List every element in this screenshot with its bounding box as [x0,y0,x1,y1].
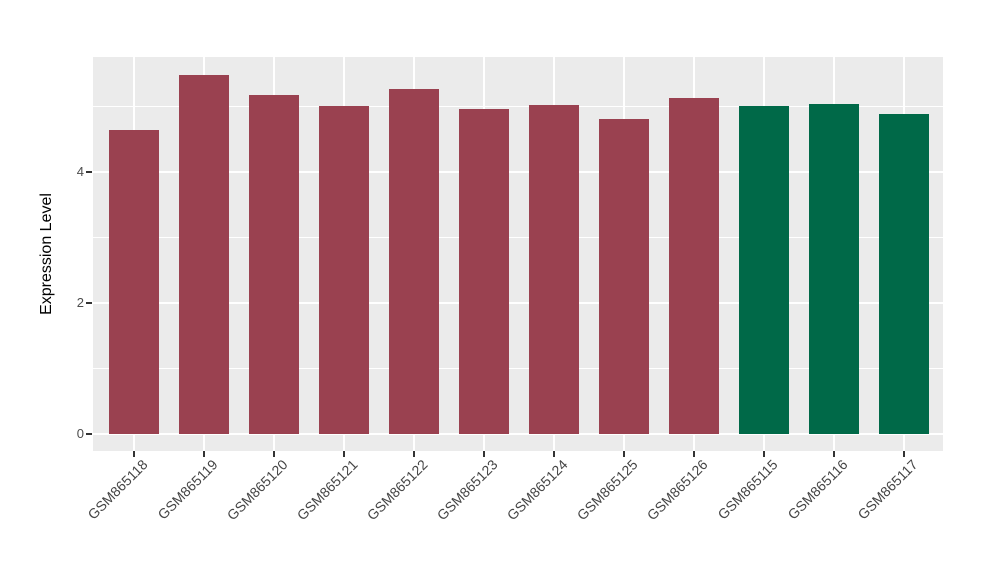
x-tick-mark-GSM865120 [273,451,275,457]
bar-GSM865124 [529,105,579,434]
major-gridline-y2 [93,302,943,304]
bar-GSM865116 [809,103,859,434]
major-gridline-y0 [93,433,943,435]
major-gridline-y4 [93,171,943,173]
y-tick-mark-2 [86,302,92,304]
bar-GSM865125 [599,118,649,434]
x-tick-mark-GSM865122 [413,451,415,457]
bar-GSM865122 [389,88,439,434]
x-tick-mark-GSM865124 [553,451,555,457]
minor-gridline-y1 [93,368,943,369]
x-tick-mark-GSM865123 [483,451,485,457]
x-tick-mark-GSM865115 [763,451,765,457]
bar-GSM865119 [179,75,229,434]
bar-GSM865118 [109,130,159,434]
y-tick-mark-0 [86,433,92,435]
y-tick-label-4: 4 [76,164,84,179]
x-tick-mark-GSM865116 [833,451,835,457]
y-axis-title: Expression Level [38,193,55,315]
bar-GSM865115 [739,105,789,434]
y-tick-label-0: 0 [76,426,84,441]
bar-GSM865123 [459,109,509,434]
x-tick-mark-GSM865119 [203,451,205,457]
x-tick-mark-GSM865117 [903,451,905,457]
bar-GSM865117 [879,113,929,434]
y-tick-label-2: 2 [76,295,84,310]
plot-panel [93,57,943,451]
minor-gridline-y3 [93,237,943,238]
bar-GSM865121 [319,105,369,434]
x-tick-mark-GSM865121 [343,451,345,457]
bar-GSM865120 [249,94,299,434]
x-tick-mark-GSM865118 [133,451,135,457]
minor-gridline-y5 [93,106,943,107]
y-tick-mark-4 [86,171,92,173]
x-tick-mark-GSM865126 [693,451,695,457]
x-tick-mark-GSM865125 [623,451,625,457]
bar-GSM865126 [669,97,719,434]
